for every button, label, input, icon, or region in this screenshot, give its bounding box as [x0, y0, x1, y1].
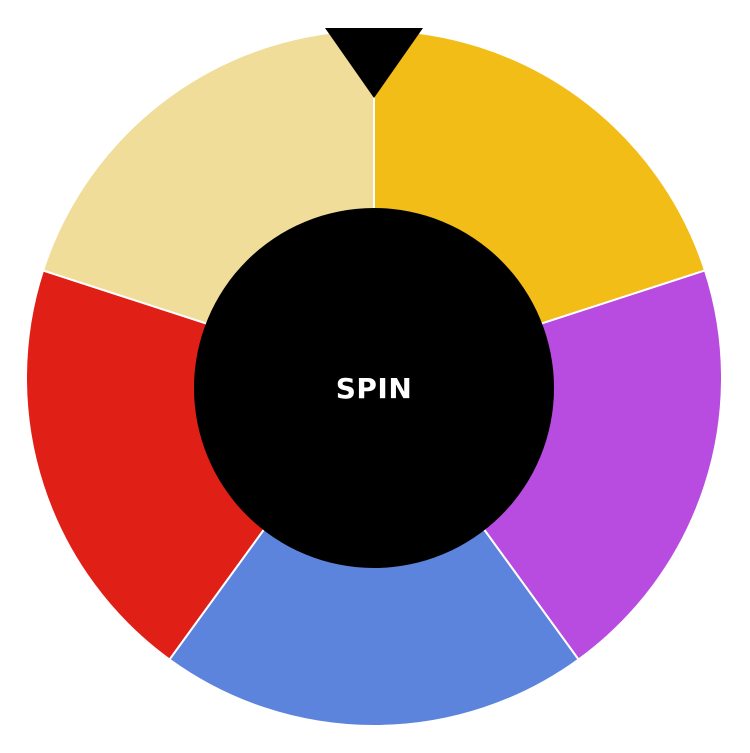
pointer-triangle-icon: [325, 28, 423, 98]
spin-button[interactable]: SPIN: [194, 208, 554, 568]
spin-button-label: SPIN: [335, 371, 413, 405]
